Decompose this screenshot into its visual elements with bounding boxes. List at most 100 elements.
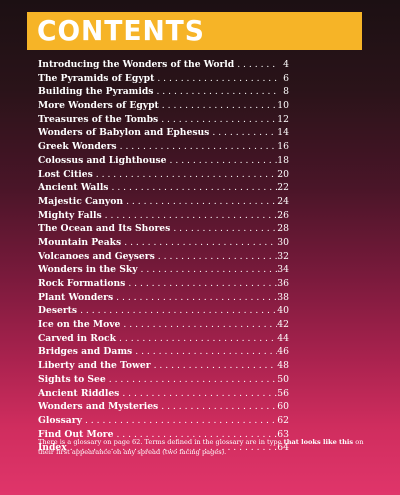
- toc-entry[interactable]: Ancient Riddles 56: [38, 387, 289, 401]
- toc-entry-page: 63: [277, 428, 289, 440]
- toc-entry[interactable]: Glossary 62: [38, 414, 289, 428]
- toc-leader-dots: [132, 345, 277, 359]
- toc-entry[interactable]: Deserts 40: [38, 304, 289, 318]
- toc-entry-page: 22: [277, 182, 289, 194]
- toc-entry-page: 24: [277, 195, 289, 207]
- toc-entry[interactable]: Carved in Rock 44: [38, 332, 289, 346]
- toc-leader-dots: [167, 154, 277, 168]
- toc-leader-dots: [158, 400, 277, 414]
- toc-entry-page: 44: [277, 332, 289, 344]
- toc-entry[interactable]: Mighty Falls 26: [38, 209, 289, 223]
- glossary-note-emphasis: that looks like this: [283, 438, 354, 446]
- toc-leader-dots: [159, 99, 277, 113]
- toc-entry-title: The Pyramids of Egypt: [38, 72, 155, 84]
- toc-entry-page: 38: [277, 291, 289, 303]
- toc-entry[interactable]: The Ocean and Its Shores 28: [38, 222, 289, 236]
- toc-leader-dots: [209, 126, 277, 140]
- toc-entry[interactable]: Sights to See 50: [38, 373, 289, 387]
- toc-leader-dots: [123, 195, 277, 209]
- toc-entry[interactable]: Colossus and Lighthouse 18: [38, 154, 289, 168]
- toc-entry-page: 36: [277, 278, 289, 289]
- toc-leader-dots: [234, 58, 277, 72]
- toc-leader-dots: [138, 263, 277, 277]
- toc-entry-title: Carved in Rock: [38, 332, 117, 344]
- toc-entry[interactable]: Majestic Canyon 24: [38, 195, 289, 209]
- toc-entry[interactable]: Ancient Walls 22: [38, 181, 289, 195]
- toc-entry-title: Deserts: [38, 305, 78, 317]
- toc-entry-title: Wonders of Babylon and Ephesus: [38, 127, 210, 139]
- toc-entry[interactable]: Treasures of the Tombs 12: [38, 113, 289, 127]
- toc-entry-page: 16: [277, 141, 289, 153]
- toc-entry[interactable]: Wonders and Mysteries 60: [38, 400, 289, 414]
- page-title: CONTENTS: [37, 14, 205, 47]
- toc-entry-page: 12: [277, 113, 289, 125]
- toc-leader-dots: [120, 318, 277, 332]
- toc-entry-title: Plant Wonders: [38, 291, 114, 303]
- toc-entry-page: 34: [277, 264, 289, 276]
- table-of-contents: Introducing the Wonders of the World 4 The…: [38, 58, 289, 455]
- toc-entry-title: Glossary: [38, 414, 82, 426]
- toc-entry[interactable]: Wonders in the Sky 34: [38, 263, 289, 277]
- toc-entry-title: Colossus and Lighthouse: [38, 154, 167, 166]
- toc-entry-title: Index: [38, 442, 67, 454]
- toc-entry-title: Find Out More: [38, 428, 114, 440]
- toc-entry[interactable]: More Wonders of Egypt 10: [38, 99, 289, 113]
- toc-entry-page: 6: [283, 72, 289, 84]
- toc-entry[interactable]: The Pyramids of Egypt 6: [38, 72, 289, 86]
- toc-leader-dots: [151, 359, 277, 373]
- toc-entry[interactable]: Find Out More 63: [38, 428, 289, 442]
- toc-entry-page: 40: [277, 305, 289, 317]
- toc-entry[interactable]: Lost Cities 20: [38, 168, 289, 182]
- toc-leader-dots: [102, 209, 277, 223]
- toc-leader-dots: [119, 387, 277, 401]
- toc-leader-dots: [153, 85, 277, 99]
- toc-entry-title: Volcanoes and Geysers: [38, 250, 155, 262]
- toc-entry[interactable]: Ice on the Move 42: [38, 318, 289, 332]
- toc-leader-dots: [121, 236, 277, 250]
- toc-entry-title: Wonders and Mysteries: [38, 401, 159, 413]
- toc-entry-page: 20: [277, 168, 289, 180]
- toc-entry[interactable]: Volcanoes and Geysers 32: [38, 250, 289, 264]
- toc-entry[interactable]: Mountain Peaks 30: [38, 236, 289, 250]
- toc-entry[interactable]: Rock Formations 36: [38, 277, 289, 291]
- toc-entry-title: Wonders in the Sky: [38, 264, 138, 276]
- glossary-note-text: There is a glossary on page 62. Terms de…: [38, 438, 284, 446]
- toc-entry[interactable]: Wonders of Babylon and Ephesus 14: [38, 126, 289, 140]
- toc-entry-title: Bridges and Dams: [38, 346, 133, 358]
- toc-entry-page: 48: [277, 360, 289, 372]
- toc-entry-title: Rock Formations: [38, 278, 126, 289]
- toc-leader-dots: [106, 373, 277, 387]
- toc-entry-page: 4: [283, 59, 289, 70]
- toc-leader-dots: [113, 291, 277, 305]
- toc-leader-dots: [170, 222, 277, 236]
- toc-entry-title: More Wonders of Egypt: [38, 100, 159, 112]
- toc-entry[interactable]: Liberty and the Tower 48: [38, 359, 289, 373]
- toc-leader-dots: [82, 414, 277, 428]
- toc-entry-page: 10: [277, 100, 289, 112]
- toc-entry-page: 8: [283, 86, 289, 98]
- glossary-note-text-end: on their first appearance on any spread …: [38, 438, 364, 456]
- toc-entry[interactable]: Introducing the Wonders of the World 4: [38, 58, 289, 72]
- toc-entry-title: Treasures of the Tombs: [38, 113, 159, 125]
- toc-entry[interactable]: Greek Wonders 16: [38, 140, 289, 154]
- toc-entry[interactable]: Building the Pyramids 8: [38, 85, 289, 99]
- toc-entry-title: Lost Cities: [38, 168, 93, 180]
- glossary-note: There is a glossary on page 62. Terms de…: [38, 437, 368, 457]
- toc-entry-page: 18: [277, 154, 289, 166]
- toc-entry-page: 50: [277, 373, 289, 385]
- toc-entry-title: Liberty and the Tower: [38, 360, 151, 372]
- toc-entry-title: Ice on the Move: [38, 319, 121, 331]
- toc-leader-dots: [77, 304, 277, 318]
- toc-entry-title: The Ocean and Its Shores: [38, 223, 171, 235]
- toc-entry-page: 14: [277, 127, 289, 139]
- contents-banner: CONTENTS: [27, 12, 362, 50]
- toc-leader-dots: [155, 250, 277, 264]
- toc-entry-title: Mountain Peaks: [38, 236, 122, 248]
- toc-entry-page: 30: [277, 236, 289, 248]
- toc-entry[interactable]: Bridges and Dams 46: [38, 345, 289, 359]
- toc-entry[interactable]: Index 64: [38, 441, 289, 455]
- toc-entry-page: 64: [277, 442, 289, 454]
- toc-entry[interactable]: Plant Wonders 38: [38, 291, 289, 305]
- toc-entry-page: 46: [277, 346, 289, 358]
- toc-entry-page: 60: [277, 401, 289, 413]
